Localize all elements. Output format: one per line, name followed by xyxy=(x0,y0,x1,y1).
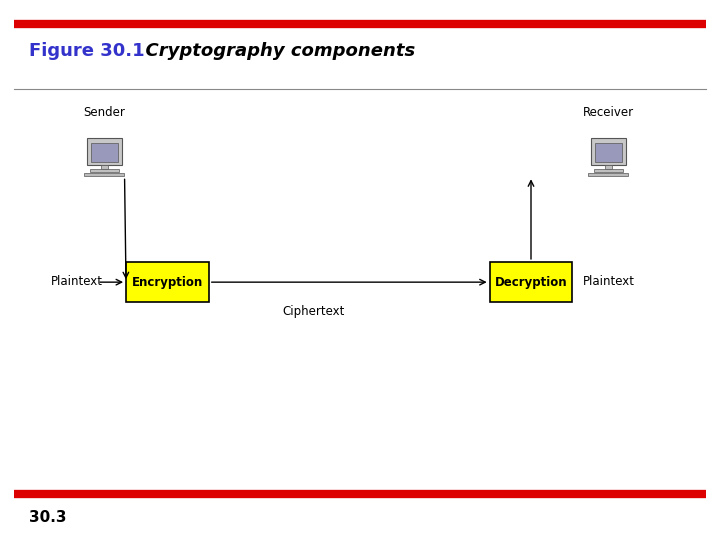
Text: Encryption: Encryption xyxy=(132,275,203,289)
FancyBboxPatch shape xyxy=(87,138,122,165)
Text: Ciphertext: Ciphertext xyxy=(282,305,344,318)
Text: Plaintext: Plaintext xyxy=(50,275,102,288)
FancyBboxPatch shape xyxy=(588,173,629,177)
FancyBboxPatch shape xyxy=(84,173,125,177)
Text: Figure 30.1: Figure 30.1 xyxy=(29,42,145,60)
FancyBboxPatch shape xyxy=(490,262,572,302)
FancyBboxPatch shape xyxy=(593,170,624,172)
Text: Decryption: Decryption xyxy=(495,275,567,289)
FancyBboxPatch shape xyxy=(102,165,107,170)
Text: Cryptography components: Cryptography components xyxy=(133,42,415,60)
FancyBboxPatch shape xyxy=(591,138,626,165)
FancyBboxPatch shape xyxy=(606,165,611,170)
Text: Plaintext: Plaintext xyxy=(583,275,635,288)
Text: 30.3: 30.3 xyxy=(29,510,66,525)
FancyBboxPatch shape xyxy=(126,262,209,302)
Text: Sender: Sender xyxy=(84,106,125,119)
FancyBboxPatch shape xyxy=(595,143,621,162)
FancyBboxPatch shape xyxy=(89,170,120,172)
Text: Receiver: Receiver xyxy=(582,106,634,119)
FancyBboxPatch shape xyxy=(91,143,117,162)
